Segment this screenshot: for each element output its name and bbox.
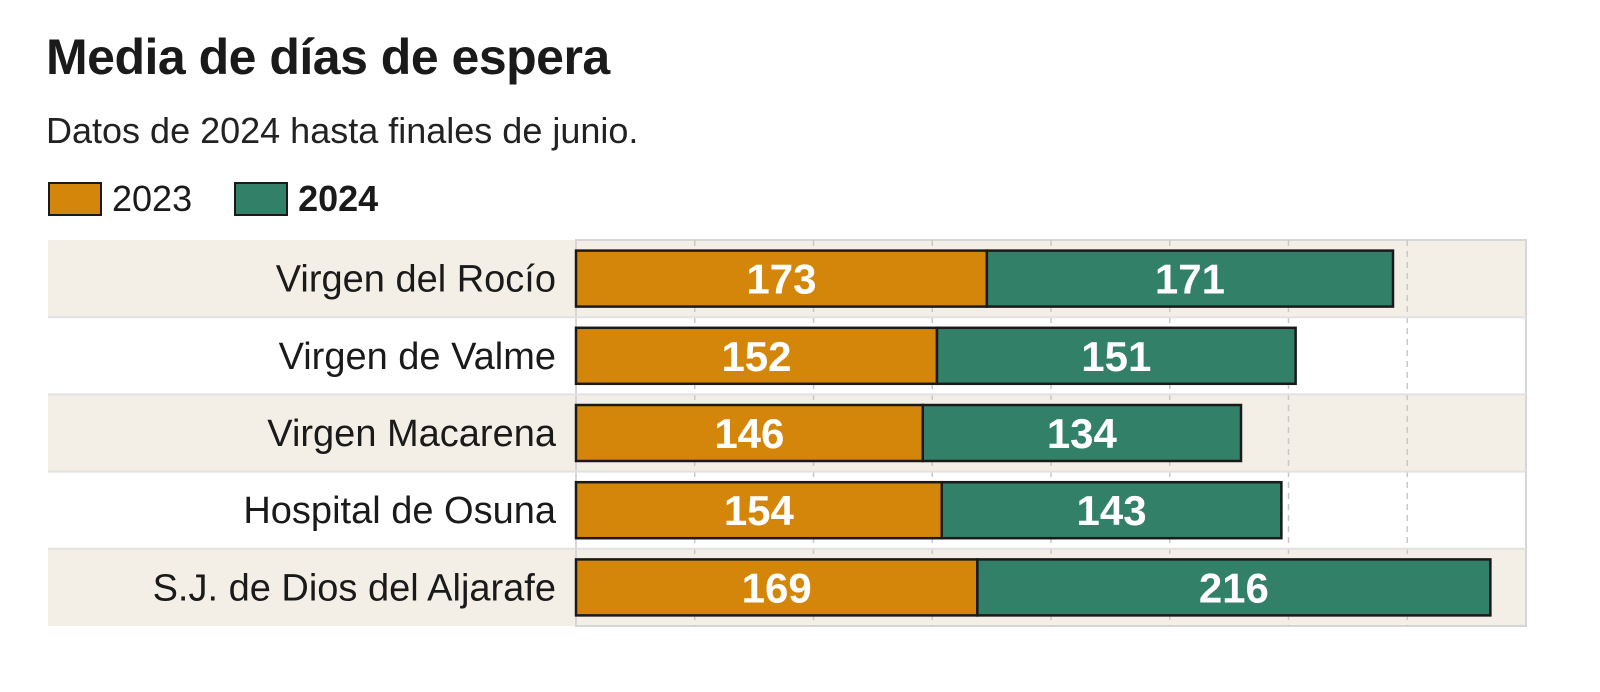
bar-2024: [935, 326, 1297, 386]
data-label-2023: 173: [746, 256, 816, 303]
category-label: Virgen Macarena: [267, 413, 557, 455]
legend-label-2023: 2023: [112, 178, 193, 219]
bar-2023: [574, 326, 939, 386]
bar-2024: [940, 480, 1283, 540]
data-label-2023: 169: [742, 564, 812, 611]
data-label-2023: 154: [724, 487, 795, 534]
legend-swatch-2024: [234, 182, 289, 216]
bar-2024: [976, 558, 1492, 617]
legend-label-2024: 2024: [298, 178, 379, 219]
chart-subtitle: Datos de 2024 hasta finales de junio.: [46, 110, 639, 151]
data-label-2024: 171: [1155, 256, 1225, 303]
category-label: S.J. de Dios del Aljarafe: [153, 567, 556, 609]
legend-item-2023: 2023: [48, 178, 192, 220]
bar-2023: [574, 558, 979, 617]
bar-2024: [921, 403, 1243, 463]
bar-2023: [574, 480, 943, 540]
data-label-2024: 134: [1047, 410, 1118, 457]
legend-item-2024: 2024: [234, 178, 378, 220]
legend-swatch-2023: [48, 182, 102, 216]
category-label: Virgen del Rocío: [276, 259, 556, 301]
data-label-2023: 152: [721, 333, 791, 380]
data-label-2023: 146: [714, 410, 784, 457]
bar-2023: [574, 403, 924, 463]
category-label: Virgen de Valme: [279, 336, 556, 378]
data-label-2024: 151: [1081, 333, 1151, 380]
bar-2023: [574, 249, 989, 308]
legend: 2023 2024: [48, 178, 420, 220]
data-label-2024: 216: [1199, 564, 1269, 611]
chart-title: Media de días de espera: [46, 29, 610, 85]
data-label-2024: 143: [1077, 487, 1147, 534]
bar-2024: [985, 249, 1395, 308]
category-label: Hospital de Osuna: [243, 490, 556, 532]
